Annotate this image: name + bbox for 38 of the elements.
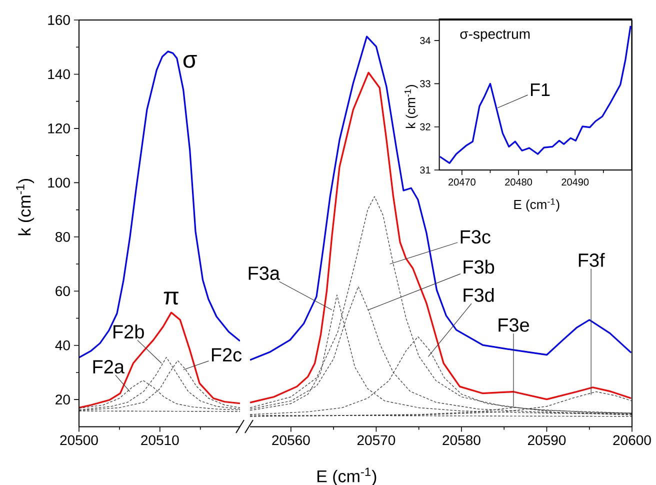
y-tick-label: 140 xyxy=(48,69,70,80)
text: σ-spectrum xyxy=(460,30,530,42)
x-tick-label: 20570 xyxy=(357,435,396,446)
annotation: F2c xyxy=(212,348,242,362)
x-tick-label: 20480 xyxy=(505,178,532,186)
annotation: F3a xyxy=(248,266,280,280)
x-axis-title: E (cm$^{-1}$) xyxy=(514,198,560,212)
y-tick-label: 32 xyxy=(420,123,430,130)
y-tick-label: 160 xyxy=(48,15,70,25)
annotation: F1 xyxy=(531,84,550,96)
x-tick-label: 20510 xyxy=(141,435,179,446)
annotation: F3d xyxy=(464,288,494,302)
series-label: σ xyxy=(183,55,197,68)
x-tick-label: 20580 xyxy=(442,435,480,446)
annotation: F2b xyxy=(114,324,144,339)
x-tick-label: 20490 xyxy=(562,178,589,186)
y-tick-label: 60 xyxy=(56,286,70,296)
series-label: π xyxy=(164,292,178,305)
y-tick-label: 120 xyxy=(48,123,70,134)
x-tick-label: 20500 xyxy=(60,435,98,446)
y-tick-label: 20 xyxy=(56,394,70,405)
x-tick-label: 20560 xyxy=(272,435,310,446)
y-tick-label: 40 xyxy=(55,340,70,350)
annotation: F3b xyxy=(464,260,494,274)
y-axis-title: k (cm$^{-1}$) xyxy=(404,85,418,128)
annotation: F3e xyxy=(498,318,530,332)
y-tick-label: 33 xyxy=(420,80,430,88)
annotation: F2a xyxy=(93,360,124,374)
annotation: F3c xyxy=(460,230,490,244)
y-tick-label: 34 xyxy=(420,37,430,44)
y-tick-label: 100 xyxy=(48,178,70,188)
y-tick-label: 31 xyxy=(420,166,430,174)
y-axis-title: k (cm$^{-1}$) xyxy=(16,178,34,236)
x-tick-label: 20470 xyxy=(448,178,476,186)
x-tick-label: 20600 xyxy=(613,435,651,446)
annotation: F3f xyxy=(578,252,605,267)
y-tick-label: 80 xyxy=(56,232,70,242)
x-tick-label: 20590 xyxy=(528,435,566,446)
